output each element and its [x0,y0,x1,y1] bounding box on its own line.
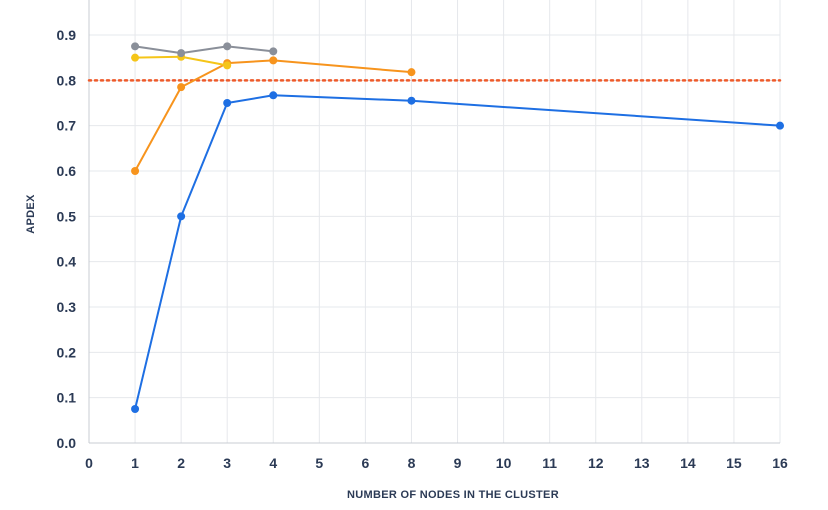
y-tick-label: 0.6 [57,163,77,179]
y-tick-label: 0.4 [57,254,77,270]
x-tick-label: 5 [315,455,323,471]
data-point [131,167,140,175]
axes [88,0,780,444]
series-line-1 [134,94,781,410]
x-tick-label: 12 [588,455,604,471]
data-point [269,56,278,65]
data-point [177,212,186,221]
series-line-4 [134,45,274,55]
x-tick-label: 8 [408,455,416,471]
data-point [131,405,140,413]
x-tick-label: 6 [362,455,370,471]
data-point [223,42,232,51]
x-tick-label: 0 [85,455,93,471]
y-tick-label: 0.2 [57,344,77,360]
x-tick-label: 10 [496,455,512,471]
y-axis-title: APDEX [25,194,37,234]
x-tick-label: 4 [269,455,277,471]
tick-labels: 0.00.10.20.30.40.50.60.70.80.90 1 2 3 4 5 6 8 9 1… [57,27,788,471]
data-point [776,121,784,130]
data-point [269,47,278,56]
y-tick-label: 0.5 [57,208,77,224]
x-tick-label: 2 [177,455,185,471]
y-tick-label: 0.0 [57,435,77,451]
x-tick-label: 15 [726,455,742,471]
data-point [177,49,186,58]
x-axis-title: NUMBER OF NODES IN THE CLUSTER [347,489,559,501]
data-point [131,42,140,51]
x-tick-label: 11 [542,455,557,471]
y-tick-label: 0.1 [57,390,77,406]
y-tick-label: 0.8 [57,72,77,88]
data-point [223,99,232,107]
x-tick-label: 9 [454,455,462,471]
y-tick-label: 0.7 [57,118,77,134]
grid-lines [89,0,781,443]
data-point [269,91,278,100]
x-tick-label: 14 [680,455,696,471]
x-tick-label: 1 [131,455,139,471]
x-tick-label: 3 [223,455,231,471]
y-tick-label: 0.3 [57,299,77,315]
y-tick-label: 0.9 [57,27,77,43]
series-group [131,42,784,413]
data-point [177,83,186,92]
data-point [223,61,232,70]
x-tick-label: 13 [634,455,650,471]
x-tick-label: 16 [772,455,788,471]
data-point [131,53,140,62]
data-point [407,68,416,77]
data-point [407,96,416,105]
